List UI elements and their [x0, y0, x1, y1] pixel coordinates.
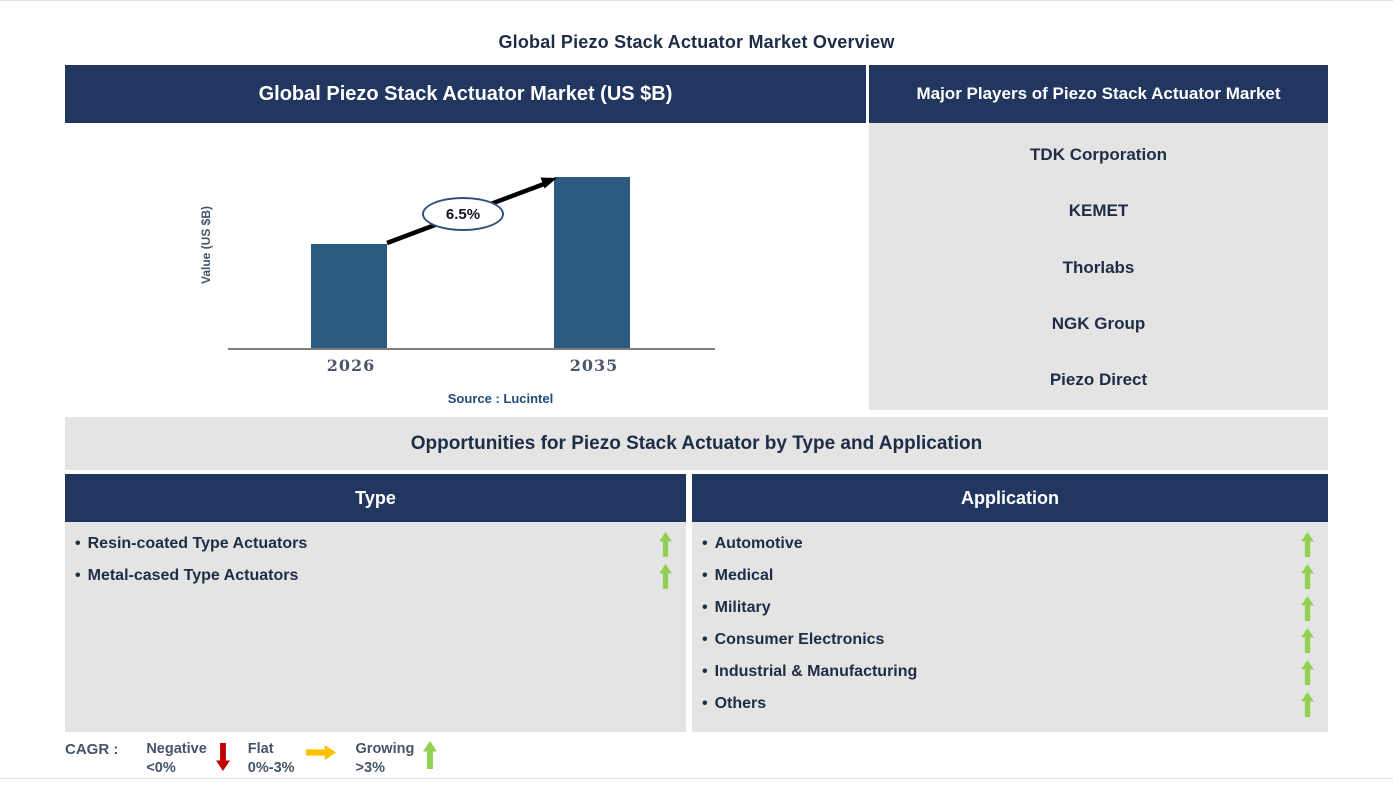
list-item: • Automotive — [702, 528, 1314, 560]
application-list: • Automotive • Medical • Military — [692, 522, 1328, 732]
x-tick-2035: 2035 — [569, 356, 619, 375]
bullet: • — [702, 535, 708, 552]
page-title: Global Piezo Stack Actuator Market Overv… — [498, 32, 895, 52]
list-item: • Resin-coated Type Actuators — [75, 528, 672, 560]
type-item-label: Resin-coated Type Actuators — [87, 535, 308, 552]
legend-entry-name: Growing — [355, 741, 415, 757]
bullet: • — [702, 567, 708, 584]
type-panel-header: Type — [65, 474, 686, 522]
player-name: Piezo Direct — [1049, 370, 1148, 389]
application-item-label: Industrial & Manufacturing — [714, 663, 918, 680]
legend-entry-text: Negative <0% — [146, 740, 206, 778]
application-item-label: Automotive — [714, 535, 803, 552]
bar-2035 — [554, 177, 630, 348]
legend-entry-growing: Growing >3% — [356, 740, 438, 778]
legend-entry-text: Flat 0%-3% — [248, 740, 295, 778]
x-axis-line — [228, 348, 715, 350]
cagr-trend-arrow-icon — [386, 177, 557, 246]
bullet: • — [75, 535, 81, 552]
type-item-label: Metal-cased Type Actuators — [87, 567, 299, 584]
growth-up-arrow-icon — [1301, 659, 1314, 685]
chart-panel-header-label: Global Piezo Stack Actuator Market (US $… — [258, 82, 673, 105]
opportunities-title: Opportunities for Piezo Stack Actuator b… — [410, 432, 983, 454]
bar-2026 — [311, 244, 387, 348]
application-panel-header-label: Application — [961, 487, 1059, 508]
market-chart-panel: Global Piezo Stack Actuator Market (US $… — [65, 65, 866, 410]
cagr-ellipse: 6.5% — [422, 197, 504, 231]
source-label: Source : Lucintel — [447, 391, 554, 406]
legend-entry-text: Growing >3% — [356, 740, 415, 778]
list-item: • Consumer Electronics — [702, 624, 1314, 656]
type-panel-header-label: Type — [355, 487, 396, 508]
list-item: • Medical — [702, 560, 1314, 592]
y-axis-label: Value (US $B) — [199, 205, 213, 285]
application-panel-header: Application — [692, 474, 1328, 522]
chart-panel-header: Global Piezo Stack Actuator Market (US $… — [65, 65, 866, 123]
list-item: • Metal-cased Type Actuators — [75, 560, 672, 592]
legend-entry-negative: Negative <0% — [146, 740, 230, 778]
application-item-label: Medical — [714, 567, 774, 584]
players-panel-header: Major Players of Piezo Stack Actuator Ma… — [869, 65, 1328, 123]
flat-right-arrow-icon — [305, 745, 336, 760]
application-item-label: Others — [714, 695, 767, 712]
bar-chart: Value (US $B) 2026 2035 6.5% Source : Lu… — [65, 123, 866, 410]
cagr-legend: CAGR : Negative <0% Flat 0%-3% Growing >… — [65, 740, 545, 778]
legend-entry-name: Negative — [146, 741, 207, 757]
legend-entry-name: Flat — [247, 741, 274, 757]
growth-up-arrow-icon — [1301, 531, 1314, 557]
players-panel-header-label: Major Players of Piezo Stack Actuator Ma… — [916, 84, 1281, 103]
bottom-frame-line — [0, 778, 1393, 779]
bullet: • — [702, 599, 708, 616]
player-name: Thorlabs — [1062, 257, 1135, 277]
type-panel: Type • Resin-coated Type Actuators • Met… — [65, 474, 686, 732]
application-item-label: Consumer Electronics — [714, 631, 885, 648]
player-name: KEMET — [1068, 201, 1129, 221]
negative-down-arrow-icon — [215, 743, 230, 771]
legend-entry-range: 0%-3% — [247, 760, 295, 776]
type-list: • Resin-coated Type Actuators • Metal-ca… — [65, 522, 686, 732]
growth-up-arrow-icon — [659, 563, 672, 589]
cagr-legend-title: CAGR : — [65, 741, 119, 758]
legend-entry-range: <0% — [146, 760, 176, 776]
x-tick-2026: 2026 — [326, 356, 376, 375]
application-item-label: Military — [714, 599, 771, 616]
application-panel: Application • Automotive • Medical • Mil… — [692, 474, 1328, 732]
legend-entry-range: >3% — [355, 760, 385, 776]
legend-entry-flat: Flat 0%-3% — [248, 740, 338, 778]
growth-up-arrow-icon — [1301, 595, 1314, 621]
player-name: TDK Corporation — [1030, 145, 1167, 164]
bullet: • — [702, 663, 708, 680]
cagr-value: 6.5% — [445, 205, 481, 223]
player-name: NGK Group — [1051, 313, 1146, 333]
growth-up-arrow-icon — [1301, 627, 1314, 653]
bullet: • — [702, 695, 708, 712]
opportunities-band: Opportunities for Piezo Stack Actuator b… — [65, 417, 1328, 470]
list-item: • Military — [702, 592, 1314, 624]
list-item: • Others — [702, 688, 1314, 720]
bullet: • — [702, 631, 708, 648]
players-list: TDK Corporation KEMET Thorlabs NGK Group… — [869, 123, 1328, 410]
growth-up-arrow-icon — [1301, 563, 1314, 589]
growth-up-arrow-icon — [1301, 691, 1314, 717]
growth-up-arrow-icon — [659, 531, 672, 557]
list-item: • Industrial & Manufacturing — [702, 656, 1314, 688]
growing-up-arrow-icon — [423, 741, 438, 769]
major-players-panel: Major Players of Piezo Stack Actuator Ma… — [869, 65, 1328, 410]
bullet: • — [75, 567, 81, 584]
top-frame-line — [0, 0, 1393, 1]
